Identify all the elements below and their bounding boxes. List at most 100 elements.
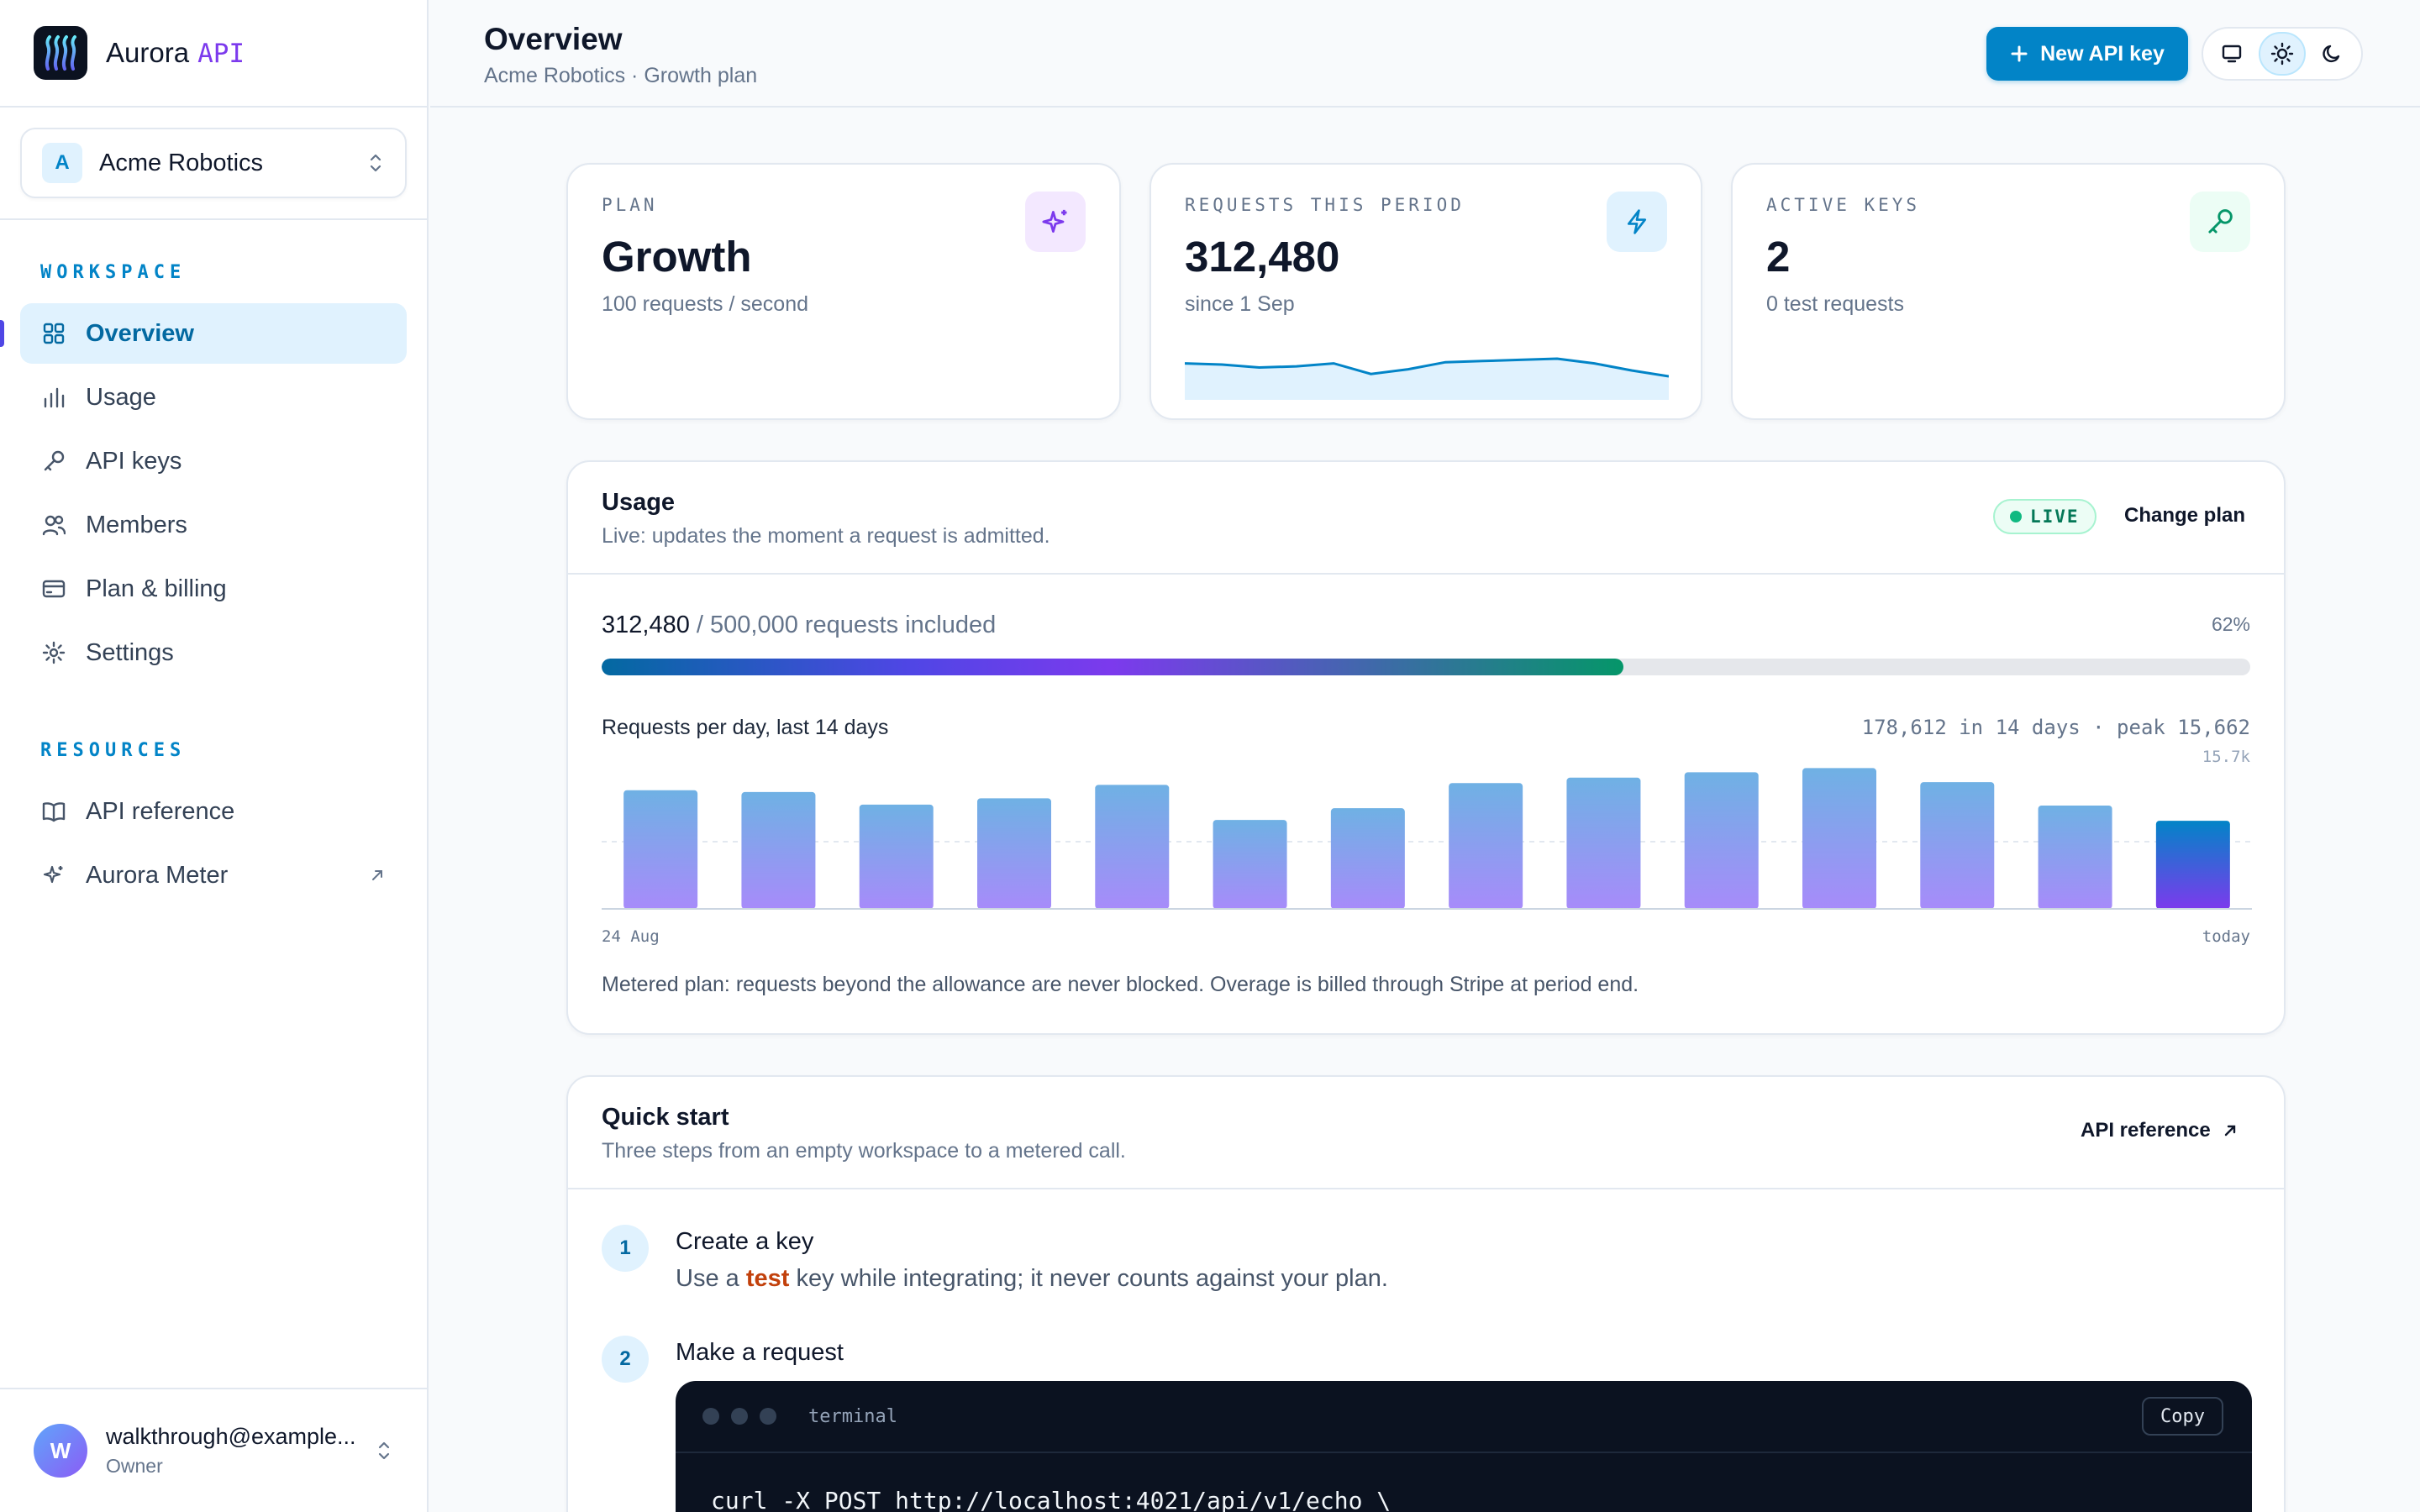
resources-nav: API reference Aurora Meter: [0, 781, 427, 906]
window-dot: [760, 1408, 776, 1425]
grid-icon: [40, 320, 67, 347]
sidebar-item-label: Settings: [86, 638, 174, 666]
new-api-key-button[interactable]: New API key: [1986, 27, 2188, 81]
workspace-section-label: WORKSPACE: [40, 262, 187, 283]
chart-bar[interactable]: [1449, 783, 1523, 909]
chevron-up-down-icon: [378, 1441, 390, 1460]
step-number: 2: [602, 1336, 649, 1383]
usage-subtitle: Live: updates the moment a request is ad…: [602, 524, 1050, 548]
live-dot: [2010, 511, 2022, 522]
sidebar-item-label: API reference: [86, 797, 235, 825]
api-reference-link[interactable]: API reference: [2081, 1119, 2238, 1142]
chart-bar[interactable]: [977, 798, 1051, 909]
step-title: Make a request: [676, 1339, 844, 1366]
sun-icon: [2270, 42, 2294, 66]
chart-summary: 178,612 in 14 days · peak 15,662: [1861, 716, 2250, 739]
chart-bar[interactable]: [623, 790, 698, 909]
stat-card-requests: REQUESTS THIS PERIOD 312,480 since 1 Sep: [1150, 163, 1702, 420]
chart-bar[interactable]: [741, 791, 816, 909]
usage-included: / 500,000 requests included: [696, 612, 997, 638]
brand: Aurora API: [0, 0, 427, 108]
chart-bar[interactable]: [1684, 772, 1759, 909]
quickstart-card: Quick start Three steps from an empty wo…: [566, 1075, 2286, 1512]
stat-card-active-keys: ACTIVE KEYS 2 0 test requests: [1731, 163, 2286, 420]
terminal-titlebar: terminal Copy: [676, 1381, 2252, 1453]
step-number: 1: [602, 1225, 649, 1272]
app-name-accent: API: [197, 39, 245, 69]
sidebar-item-api-reference[interactable]: API reference: [20, 781, 407, 842]
chart-bar[interactable]: [1330, 808, 1405, 909]
quickstart-subtitle: Three steps from an empty workspace to a…: [602, 1139, 1126, 1163]
theme-system-button[interactable]: [2208, 32, 2255, 76]
chart-bar[interactable]: [1566, 777, 1641, 909]
bolt-icon: [1607, 192, 1667, 252]
sidebar-item-label: Members: [86, 511, 187, 538]
stat-sub: since 1 Sep: [1185, 292, 1295, 316]
sidebar-item-members[interactable]: Members: [20, 495, 407, 555]
gear-icon: [40, 639, 67, 666]
sidebar-item-usage[interactable]: Usage: [20, 367, 407, 428]
sidebar-item-api-keys[interactable]: API keys: [20, 431, 407, 491]
stat-value: 2: [1766, 233, 1791, 281]
quickstart-header: Quick start Three steps from an empty wo…: [568, 1077, 2284, 1189]
workspace-nav: Overview Usage API keys Members Plan & b…: [0, 303, 427, 683]
live-label: LIVE: [2030, 507, 2080, 527]
sparkline-area: [1185, 359, 1669, 400]
stat-card-plan: PLAN Growth 100 requests / second: [566, 163, 1121, 420]
sidebar-item-settings[interactable]: Settings: [20, 622, 407, 683]
aurora-logo-icon: [34, 26, 87, 80]
chart-bar[interactable]: [859, 804, 934, 909]
step-desc-pre: Use a: [676, 1265, 746, 1292]
sparkle-icon: [1025, 192, 1086, 252]
moon-icon: [2323, 45, 2340, 63]
chart-bar[interactable]: [1095, 785, 1170, 909]
requests-sparkline: [1185, 357, 1669, 400]
theme-light-button[interactable]: [2259, 32, 2306, 76]
topbar: Overview Acme Robotics · Growth plan New…: [430, 0, 2420, 108]
workspace-switcher[interactable]: A Acme Robotics: [20, 128, 407, 198]
chart-bar[interactable]: [2155, 821, 2230, 909]
arrow-up-right-icon: [2224, 1125, 2235, 1137]
avatar: W: [34, 1424, 87, 1478]
brand-name: Aurora API: [106, 37, 245, 69]
stat-label: ACTIVE KEYS: [1766, 195, 1921, 215]
key-icon: [40, 448, 67, 475]
stat-value: Growth: [602, 233, 752, 281]
terminal-block: terminal Copy curl -X POST http://localh…: [676, 1381, 2252, 1512]
chart-bar[interactable]: [2038, 805, 2112, 909]
sidebar-item-overview[interactable]: Overview: [0, 303, 407, 364]
plus-icon: [2011, 45, 2028, 62]
monitor-icon: [2222, 45, 2242, 63]
chart-max-label: 15.7k: [2202, 748, 2250, 766]
requests-bar-chart: [602, 768, 2252, 910]
usage-progress-fill: [602, 659, 1624, 675]
user-role: Owner: [106, 1455, 163, 1477]
credit-card-icon: [40, 575, 67, 602]
stat-sub: 100 requests / second: [602, 292, 808, 316]
sparkle-icon: [40, 862, 67, 889]
users-icon: [40, 512, 67, 538]
chart-bar[interactable]: [1920, 782, 1995, 909]
theme-dark-button[interactable]: [2309, 32, 2356, 76]
user-menu[interactable]: W walkthrough@example... Owner: [0, 1388, 427, 1512]
step-desc-highlight: test: [745, 1265, 790, 1292]
change-plan-label: Change plan: [2124, 504, 2246, 527]
stat-value: 312,480: [1185, 233, 1340, 281]
window-dot: [702, 1408, 719, 1425]
user-info: walkthrough@example... Owner: [106, 1424, 356, 1478]
external-link-icon: [370, 862, 385, 890]
sidebar-item-plan-billing[interactable]: Plan & billing: [20, 559, 407, 619]
chart-bar[interactable]: [1213, 820, 1287, 909]
new-api-key-label: New API key: [2040, 41, 2165, 66]
copy-button[interactable]: Copy: [2142, 1397, 2223, 1436]
sidebar-item-aurora-meter[interactable]: Aurora Meter: [20, 845, 407, 906]
usage-card: Usage Live: updates the moment a request…: [566, 460, 2286, 1035]
chart-title: Requests per day, last 14 days: [602, 716, 889, 739]
chart-bar[interactable]: [1802, 768, 1876, 909]
terminal-code: curl -X POST http://localhost:4021/api/v…: [711, 1487, 1392, 1512]
step-description: Use a test key while integrating; it nev…: [676, 1265, 1388, 1293]
usage-used: 312,480: [602, 612, 690, 638]
step-desc-post: key while integrating; it never counts a…: [789, 1265, 1388, 1292]
change-plan-button[interactable]: Change plan: [2124, 504, 2245, 528]
sidebar-item-label: API keys: [86, 447, 182, 475]
